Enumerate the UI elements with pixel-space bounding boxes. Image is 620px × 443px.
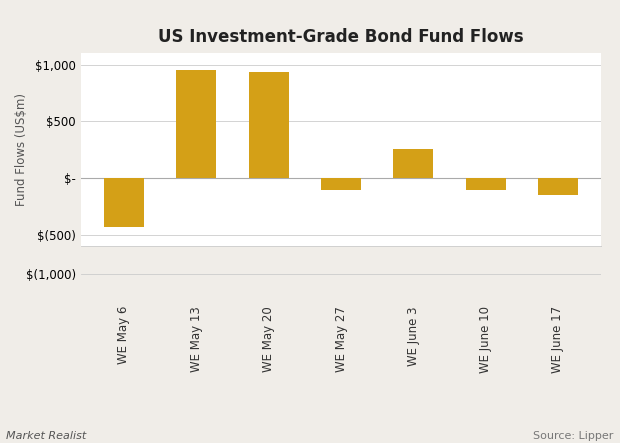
Bar bbox=[104, 0, 144, 117]
Bar bbox=[466, 178, 505, 190]
Text: Market Realist: Market Realist bbox=[6, 431, 86, 441]
Y-axis label: Fund Flows (US$m): Fund Flows (US$m) bbox=[15, 93, 28, 206]
Text: Source: Lipper: Source: Lipper bbox=[533, 431, 614, 441]
Bar bbox=[466, 0, 505, 27]
Bar bbox=[321, 178, 361, 190]
Bar bbox=[321, 0, 361, 27]
Bar bbox=[104, 178, 144, 227]
Bar bbox=[249, 73, 288, 178]
Bar bbox=[538, 178, 578, 195]
Bar bbox=[538, 0, 578, 39]
Bar bbox=[394, 148, 433, 178]
Title: US Investment-Grade Bond Fund Flows: US Investment-Grade Bond Fund Flows bbox=[158, 28, 524, 46]
Bar bbox=[177, 70, 216, 178]
